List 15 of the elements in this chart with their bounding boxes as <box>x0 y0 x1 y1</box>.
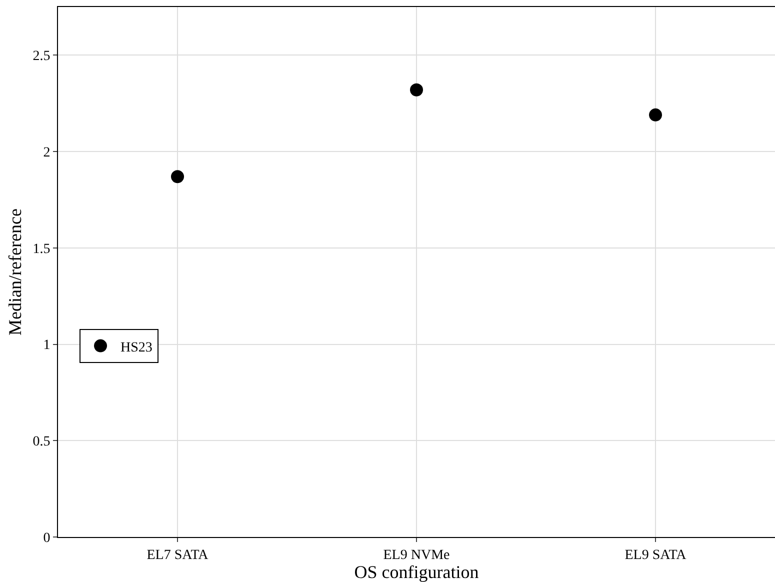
x-tick-label: EL7 SATA <box>146 548 210 563</box>
point <box>410 83 423 96</box>
y-tick-label: 0.5 <box>32 434 50 450</box>
point <box>649 108 662 122</box>
y-tick-label: 2.5 <box>32 49 50 64</box>
y-tick-label: 1.5 <box>32 242 50 257</box>
point <box>171 170 184 184</box>
y-axis-title: Median/reference <box>4 208 25 336</box>
x-tick-label: EL9 SATA <box>624 548 688 563</box>
x-axis-title: OS configuration <box>354 562 479 582</box>
legend-label: HS23 <box>120 340 152 356</box>
y-tick-label: 2 <box>43 145 50 160</box>
x-tick-label: EL9 NVMe <box>383 548 450 563</box>
y-tick-label: 1 <box>43 338 50 354</box>
y-tick-label: 0 <box>43 530 50 546</box>
